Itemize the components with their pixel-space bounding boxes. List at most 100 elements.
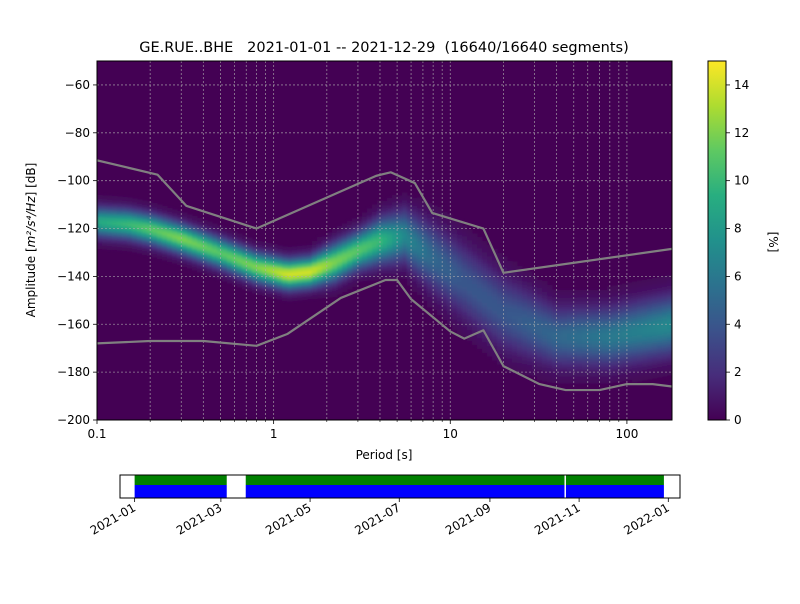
heatmap-cell [517,280,523,285]
heatmap-cell [357,245,363,250]
heatmap-cell [292,260,298,266]
heatmap-cell [457,331,463,336]
heatmap-cell [467,311,473,316]
heatmap-cell [232,277,238,283]
heatmap-cell [137,231,143,236]
heatmap-cell [277,281,283,286]
heatmap-cell [617,345,623,350]
colorbar-tick-label: 12 [734,126,749,140]
heatmap-cell [507,260,513,265]
heatmap-cell [372,236,378,241]
heatmap-cell [512,326,518,331]
heatmap-cell [652,324,658,329]
heatmap-cell [652,349,658,354]
heatmap-cell [217,243,223,248]
heatmap-cell [252,257,258,262]
heatmap-cell [207,268,213,273]
heatmap-cell [472,276,478,281]
heatmap-cell [662,343,668,349]
heatmap-cell [482,316,488,321]
heatmap-cell [522,349,528,354]
heatmap-cell [462,232,468,237]
heatmap-cell [612,288,618,294]
heatmap-cell [167,254,173,259]
heatmap-cell [307,252,313,257]
heatmap-cell [387,244,393,249]
heatmap-cell [662,372,668,377]
heatmap-cell [162,209,168,214]
heatmap-cell [117,242,123,248]
heatmap-cell [407,213,413,218]
heatmap-cell [422,264,428,270]
heatmap-cell [372,218,378,223]
heatmap-cell [132,230,138,235]
heatmap-cell [527,314,533,319]
heatmap-cell [467,300,473,306]
heatmap-cell [592,354,598,359]
heatmap-cell [432,244,438,250]
heatmap-cell [337,279,343,284]
heatmap-cell [447,310,453,315]
heatmap-cell [417,287,423,292]
heatmap-cell [117,225,123,230]
colorbar-tick-label: 10 [734,174,749,188]
heatmap-cell [232,242,238,247]
heatmap-cell [522,363,528,368]
heatmap-cell [642,304,648,309]
heatmap-cell [582,375,588,381]
heatmap-cell [567,332,573,338]
heatmap-cell [517,316,523,321]
heatmap-cell [607,289,613,294]
heatmap-cell [552,325,558,330]
heatmap-cell [417,204,423,209]
heatmap-cell [172,255,178,261]
heatmap-cell [197,221,203,226]
heatmap-cell [187,239,193,244]
heatmap-cell [332,264,338,269]
heatmap-cell [477,287,483,292]
heatmap-cell [287,275,293,280]
heatmap-cell [642,362,648,367]
heatmap-cell [497,267,503,272]
heatmap-cell [312,269,318,274]
heatmap-cell [422,272,428,277]
heatmap-cell [447,235,453,240]
heatmap-cell [337,240,343,245]
heatmap-cell [332,231,338,237]
heatmap-cell [202,237,208,242]
heatmap-cell [317,258,323,263]
heatmap-cell [532,350,538,356]
heatmap-cell [477,237,483,242]
heatmap-cell [437,307,443,312]
heatmap-cell [437,221,443,226]
heatmap-cell [337,243,343,248]
heatmap-cell [457,320,463,325]
heatmap-cell [622,319,628,324]
heatmap-cell [462,250,468,255]
heatmap-cell [322,272,328,277]
heatmap-cell [332,289,338,294]
heatmap-cell [112,199,118,204]
heatmap-cell [442,301,448,306]
heatmap-cell [392,223,398,228]
heatmap-cell [487,341,493,347]
timeline-tick-label: 2021-07 [352,500,402,537]
heatmap-cell [487,270,493,275]
heatmap-cell [667,299,672,305]
heatmap-cell [112,238,118,244]
heatmap-cell [667,296,672,301]
heatmap-cell [237,254,243,259]
heatmap-cell [152,206,158,211]
heatmap-cell [457,281,463,286]
heatmap-cell [317,254,323,259]
heatmap-cell [657,334,663,339]
heatmap-cell [542,302,548,307]
heatmap-cell [522,342,528,347]
heatmap-cell [157,240,163,245]
heatmap-cell [552,307,558,312]
heatmap-cell [472,247,478,252]
heatmap-cell [382,265,388,270]
heatmap-cell [447,292,453,297]
heatmap-cell [522,345,528,350]
heatmap-cell [272,280,278,285]
